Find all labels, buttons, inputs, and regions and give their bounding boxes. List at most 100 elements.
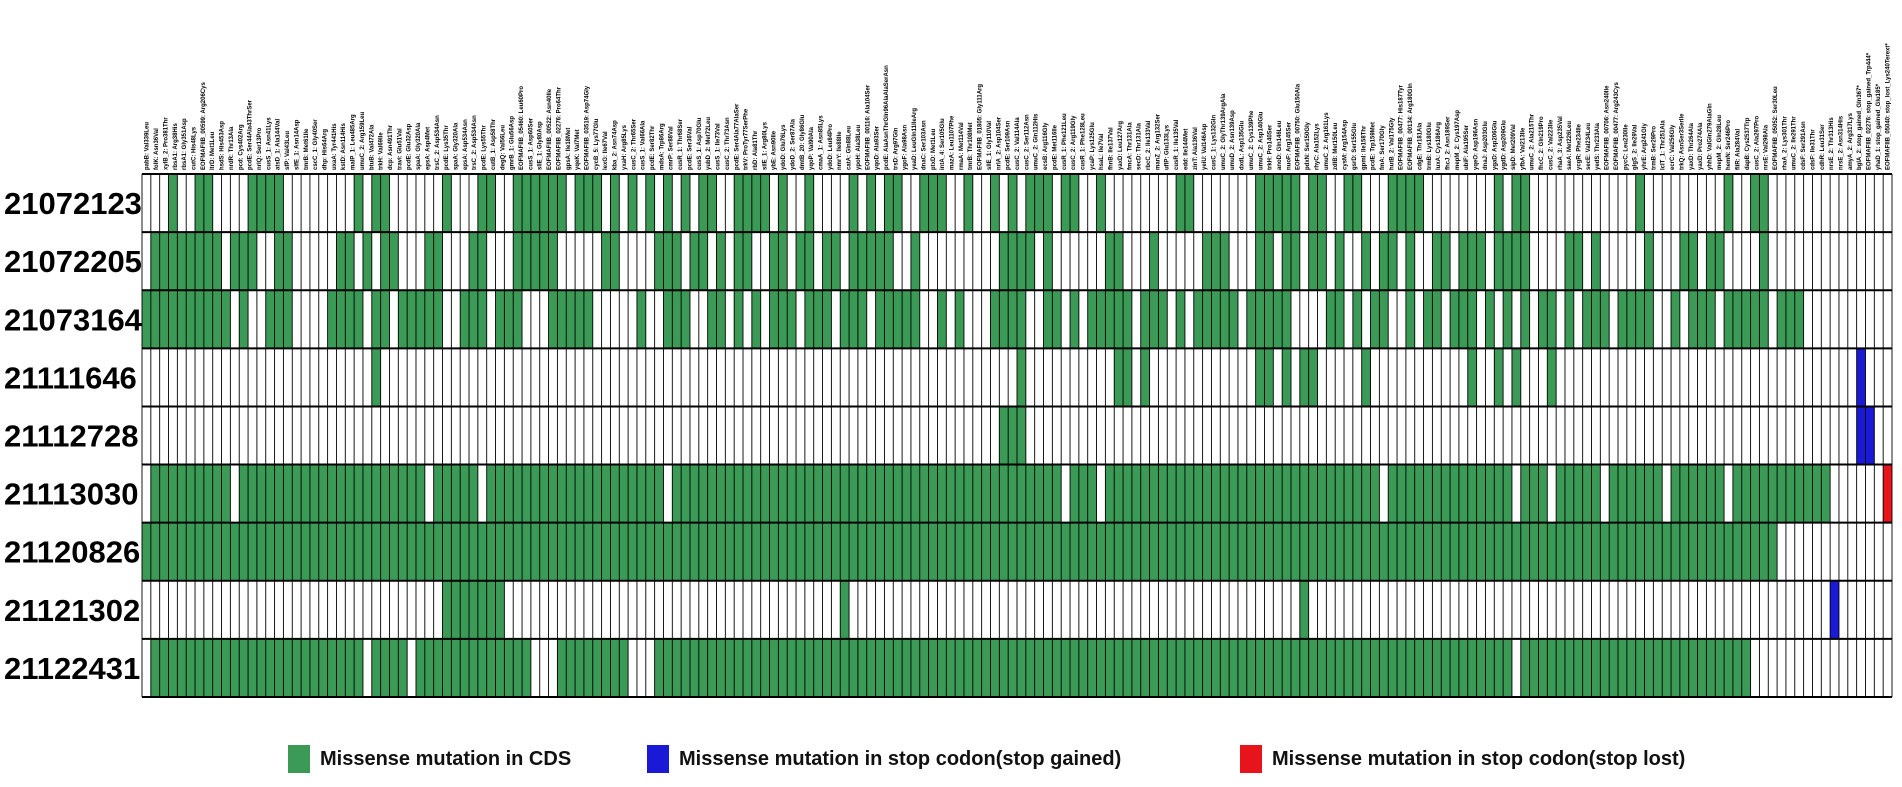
cell-r2-c105 xyxy=(1070,290,1079,349)
cell-r3-c138 xyxy=(1361,348,1371,407)
cell-r5-c5 xyxy=(186,464,196,523)
cell-r2-c16 xyxy=(283,290,293,349)
cell-r8-c157 xyxy=(1529,638,1539,697)
grid-lines xyxy=(141,173,1893,698)
cell-r2-c154 xyxy=(1503,290,1512,349)
cell-r2-c49 xyxy=(575,290,584,349)
cell-r2-c119 xyxy=(1193,290,1203,349)
cell-r8-c79 xyxy=(840,638,850,697)
cell-r0-c38 xyxy=(477,174,487,233)
cell-r5-c161 xyxy=(1564,464,1574,523)
cell-r2-c86 xyxy=(902,290,911,349)
cell-r1-c132 xyxy=(1308,232,1318,291)
cell-r6-c38 xyxy=(477,522,487,581)
column-label: dnaJ: Asp203Glu xyxy=(1483,121,1489,170)
cell-r6-c116 xyxy=(1167,522,1177,581)
cell-r5-c101 xyxy=(1034,464,1044,523)
cell-r8-c59 xyxy=(663,638,673,697)
column-label: yaxD: Thr264Ala xyxy=(1689,122,1695,170)
cell-r6-c113 xyxy=(1140,522,1150,581)
cell-r6-c74 xyxy=(796,522,805,581)
cell-r6-c176 xyxy=(1697,522,1707,581)
cell-r1-c83 xyxy=(875,232,885,291)
cell-r5-c102 xyxy=(1043,464,1053,523)
cell-r6-c99 xyxy=(1017,522,1026,581)
column-label: malP_1: Leu485Arg xyxy=(351,114,357,170)
cell-r2-c81 xyxy=(857,290,867,349)
cell-r2-c0 xyxy=(142,290,151,349)
cell-r5-c166 xyxy=(1609,464,1619,523)
cell-r6-c119 xyxy=(1193,522,1203,581)
cell-r2-c121 xyxy=(1211,290,1221,349)
cell-r5-c85 xyxy=(893,464,903,523)
cell-r1-c127 xyxy=(1264,232,1274,291)
cell-r5-c131 xyxy=(1299,464,1309,523)
column-label: nuoF: Arg145Ser xyxy=(1286,121,1292,170)
cell-r5-c105 xyxy=(1070,464,1079,523)
cell-r6-c22 xyxy=(336,522,346,581)
column-label: pcdE: AlaAsnThrGln96AlaAlaSerAsn xyxy=(884,65,890,170)
cell-r8-c42 xyxy=(513,638,523,697)
cell-r8-c152 xyxy=(1485,638,1495,697)
cell-r1-c87 xyxy=(910,232,920,291)
cell-r0-c12 xyxy=(248,174,257,233)
cell-r6-c112 xyxy=(1131,522,1141,581)
column-label: ycaP: Lys125Glu xyxy=(1090,122,1096,170)
cell-r8-c110 xyxy=(1114,638,1124,697)
cell-r8-c91 xyxy=(946,638,956,697)
cell-r2-c65 xyxy=(716,290,726,349)
cell-r6-c88 xyxy=(919,522,929,581)
cell-r6-c143 xyxy=(1405,522,1415,581)
cell-r6-c65 xyxy=(716,522,726,581)
row-label: 21120826 xyxy=(4,535,140,570)
cell-r8-c16 xyxy=(283,638,293,697)
cell-r6-c11 xyxy=(239,522,249,581)
cell-r6-c123 xyxy=(1229,522,1238,581)
cell-r0-c155 xyxy=(1511,174,1521,233)
cell-r8-c84 xyxy=(884,638,894,697)
column-label: mazA: Leu1107Phe xyxy=(949,115,955,170)
cell-r8-c89 xyxy=(928,638,938,697)
cell-r5-c75 xyxy=(804,464,814,523)
cell-r0-c169 xyxy=(1635,174,1645,233)
cell-r8-c20 xyxy=(318,638,328,697)
cell-r8-c170 xyxy=(1644,638,1654,697)
cell-r8-c80 xyxy=(849,638,858,697)
cell-r6-c149 xyxy=(1458,522,1468,581)
cell-r5-c9 xyxy=(221,464,231,523)
cell-r8-c132 xyxy=(1308,638,1318,697)
cell-r0-c63 xyxy=(698,174,708,233)
cell-r5-c123 xyxy=(1229,464,1238,523)
cell-r1-c126 xyxy=(1255,232,1265,291)
cell-r5-c126 xyxy=(1255,464,1265,523)
cell-r8-c142 xyxy=(1397,638,1406,697)
cell-r8-c98 xyxy=(1008,638,1017,697)
cell-r5-c185 xyxy=(1777,464,1786,523)
cell-r8-c145 xyxy=(1423,638,1433,697)
cell-r5-c3 xyxy=(168,464,178,523)
cell-r8-c117 xyxy=(1176,638,1185,697)
cell-r8-c39 xyxy=(486,638,496,697)
cell-r5-c89 xyxy=(928,464,938,523)
cell-r6-c170 xyxy=(1644,522,1654,581)
cell-r6-c107 xyxy=(1087,522,1097,581)
column-label: glgS_2: Ile29Val xyxy=(1633,124,1639,170)
cell-r5-c55 xyxy=(628,464,637,523)
cell-r2-c72 xyxy=(778,290,788,349)
cell-r2-c180 xyxy=(1732,290,1742,349)
column-label: yfbA: Val213Ile xyxy=(1520,127,1526,170)
column-label: trkH: Pro140Ser xyxy=(1268,124,1274,170)
cell-r6-c2 xyxy=(159,522,169,581)
cell-r5-c50 xyxy=(583,464,593,523)
cell-r6-c49 xyxy=(575,522,584,581)
cell-r2-c181 xyxy=(1741,290,1751,349)
cell-r1-c122 xyxy=(1220,232,1230,291)
cell-r8-c28 xyxy=(389,638,399,697)
column-label: zinT: Ala136Val xyxy=(1193,127,1199,170)
column-label: fmA: Ser170Gly xyxy=(1380,125,1386,170)
cell-r5-c118 xyxy=(1184,464,1194,523)
column-label: umuC_2: Cys139Phe xyxy=(1249,110,1255,170)
cell-r5-c157 xyxy=(1529,464,1539,523)
cell-r8-c129 xyxy=(1282,638,1291,697)
row-label: 21112728 xyxy=(4,419,139,454)
